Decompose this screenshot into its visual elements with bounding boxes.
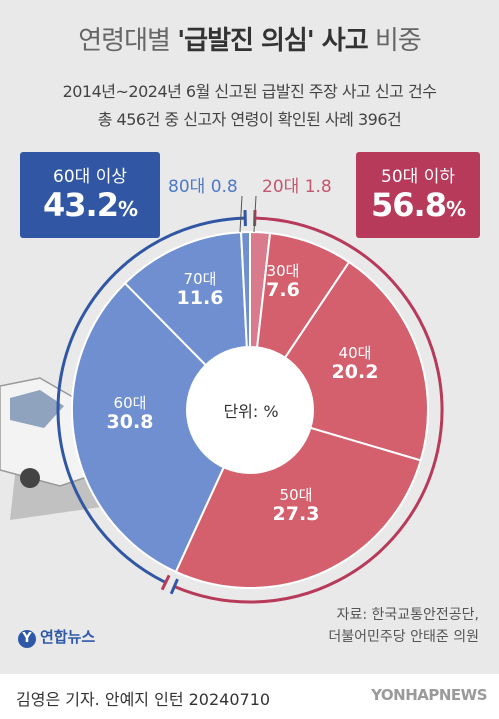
group-divider-tick — [160, 574, 171, 591]
watermark: YONHAPNEWS — [371, 686, 487, 704]
segment-label-70s: 70대 11.6 — [176, 270, 224, 309]
logo-icon: Y — [18, 630, 36, 648]
younger-group-label: 50대 이하 — [381, 167, 455, 187]
older-group-arc — [56, 216, 245, 584]
footer-credit: 김영은 기자. 안예지 인턴 20240710 — [16, 690, 271, 709]
donut-hole — [186, 346, 314, 474]
leader-line — [253, 195, 257, 233]
leader-line — [239, 195, 243, 233]
subtitle-line-1: 2014년~2024년 6월 신고된 급발진 주장 사고 신고 건수 — [62, 82, 437, 101]
label-80s: 80대 0.8 — [168, 177, 238, 197]
younger-group-box: 50대 이하 56.8% — [356, 152, 480, 238]
segment-label-60s: 60대 30.8 — [106, 394, 154, 433]
subtitle-line-2: 총 456건 중 신고자 연령이 확인된 사례 396건 — [97, 110, 402, 129]
segment-label-40s: 40대 20.2 — [331, 344, 379, 383]
segment-label-30s: 30대 7.6 — [266, 262, 300, 301]
younger-group-arc — [174, 216, 444, 604]
label-20s: 20대 1.8 — [262, 177, 332, 197]
slice-60대 — [71, 281, 252, 574]
center-unit-label: 단위: % — [223, 402, 279, 421]
footer-bar: 김영은 기자. 안예지 인턴 20240710 YONHAPNEWS — [0, 674, 499, 719]
group-divider-tick — [169, 578, 179, 595]
segment-label-50s: 50대 27.3 — [272, 486, 320, 525]
yonhap-logo: Y 연합뉴스 — [18, 626, 95, 648]
source-note: 자료: 한국교통안전공단, 더불어민주당 안태준 의원 — [328, 607, 479, 645]
younger-group-value: 56.8% — [371, 186, 466, 224]
older-group-value: 43.2% — [43, 186, 138, 224]
chart-title: 연령대별 '급발진 의심' 사고 비중 — [78, 26, 422, 56]
older-group-label: 60대 이상 — [53, 167, 127, 187]
older-group-box: 60대 이상 43.2% — [20, 152, 160, 238]
